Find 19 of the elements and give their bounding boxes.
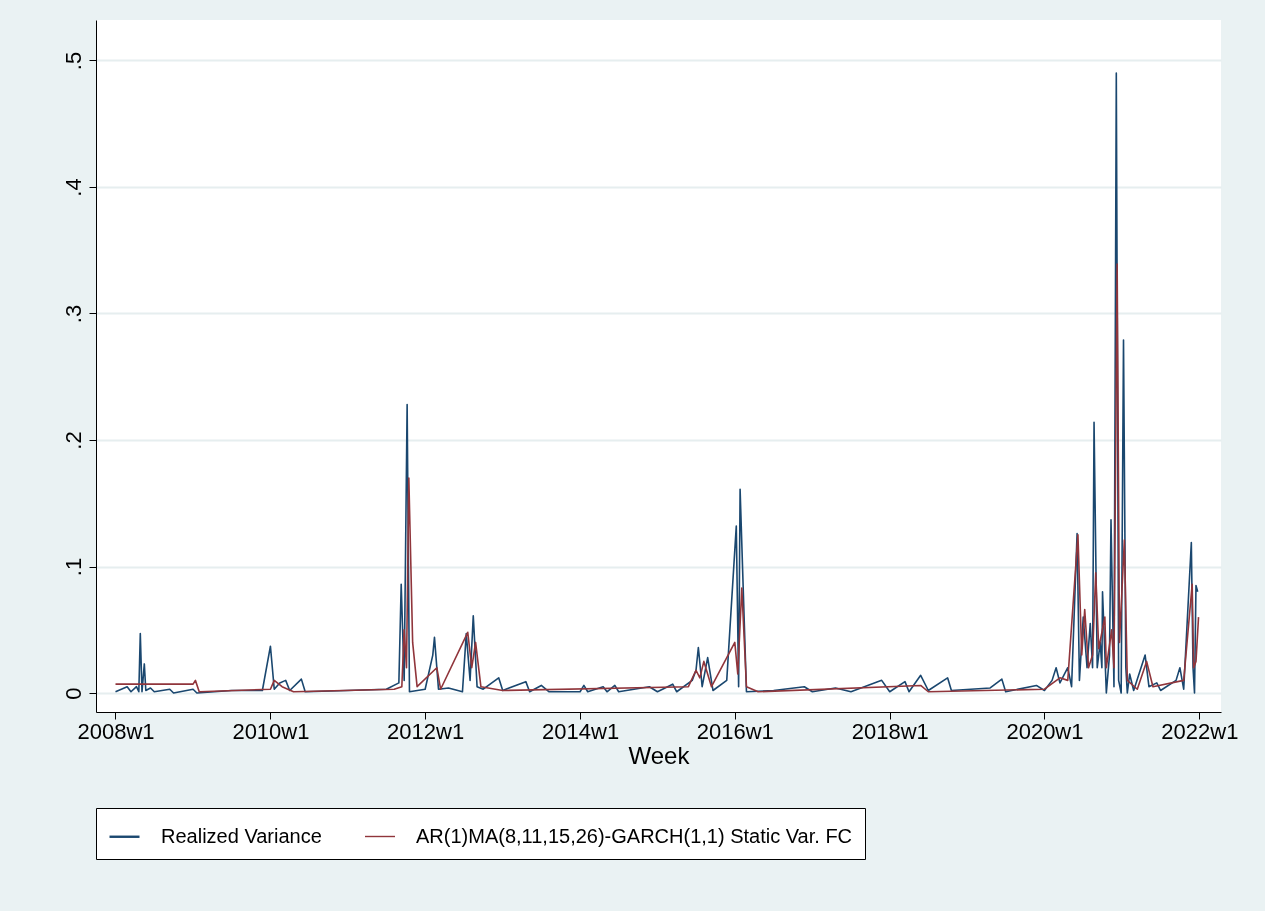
y-tick-label: .1 — [60, 557, 86, 577]
line-series — [114, 72, 1199, 694]
y-tick-label: .4 — [60, 178, 86, 197]
y-tick-label: .2 — [60, 431, 86, 450]
x-tick-label: 2016w1 — [696, 718, 774, 744]
x-tick-label: 2008w1 — [77, 718, 155, 744]
x-tick-label: 2010w1 — [232, 718, 310, 744]
legend-label: AR(1)MA(8,11,15,26)-GARCH(1,1) Static Var. FC — [416, 824, 853, 847]
legend-label: Realized Variance — [161, 824, 322, 847]
x-tick-label: 2018w1 — [851, 718, 929, 744]
x-tick-label: 2014w1 — [542, 718, 620, 744]
line-series — [114, 263, 1200, 693]
x-axis-title: Week — [628, 741, 691, 769]
x-tick-label: 2022w1 — [1161, 718, 1239, 744]
x-tick-label: 2020w1 — [1006, 718, 1084, 744]
y-tick-label: .3 — [60, 304, 86, 324]
y-tick-label: .5 — [60, 51, 86, 71]
y-tick-label: 0 — [60, 687, 86, 700]
x-tick-label: 2012w1 — [387, 718, 465, 744]
